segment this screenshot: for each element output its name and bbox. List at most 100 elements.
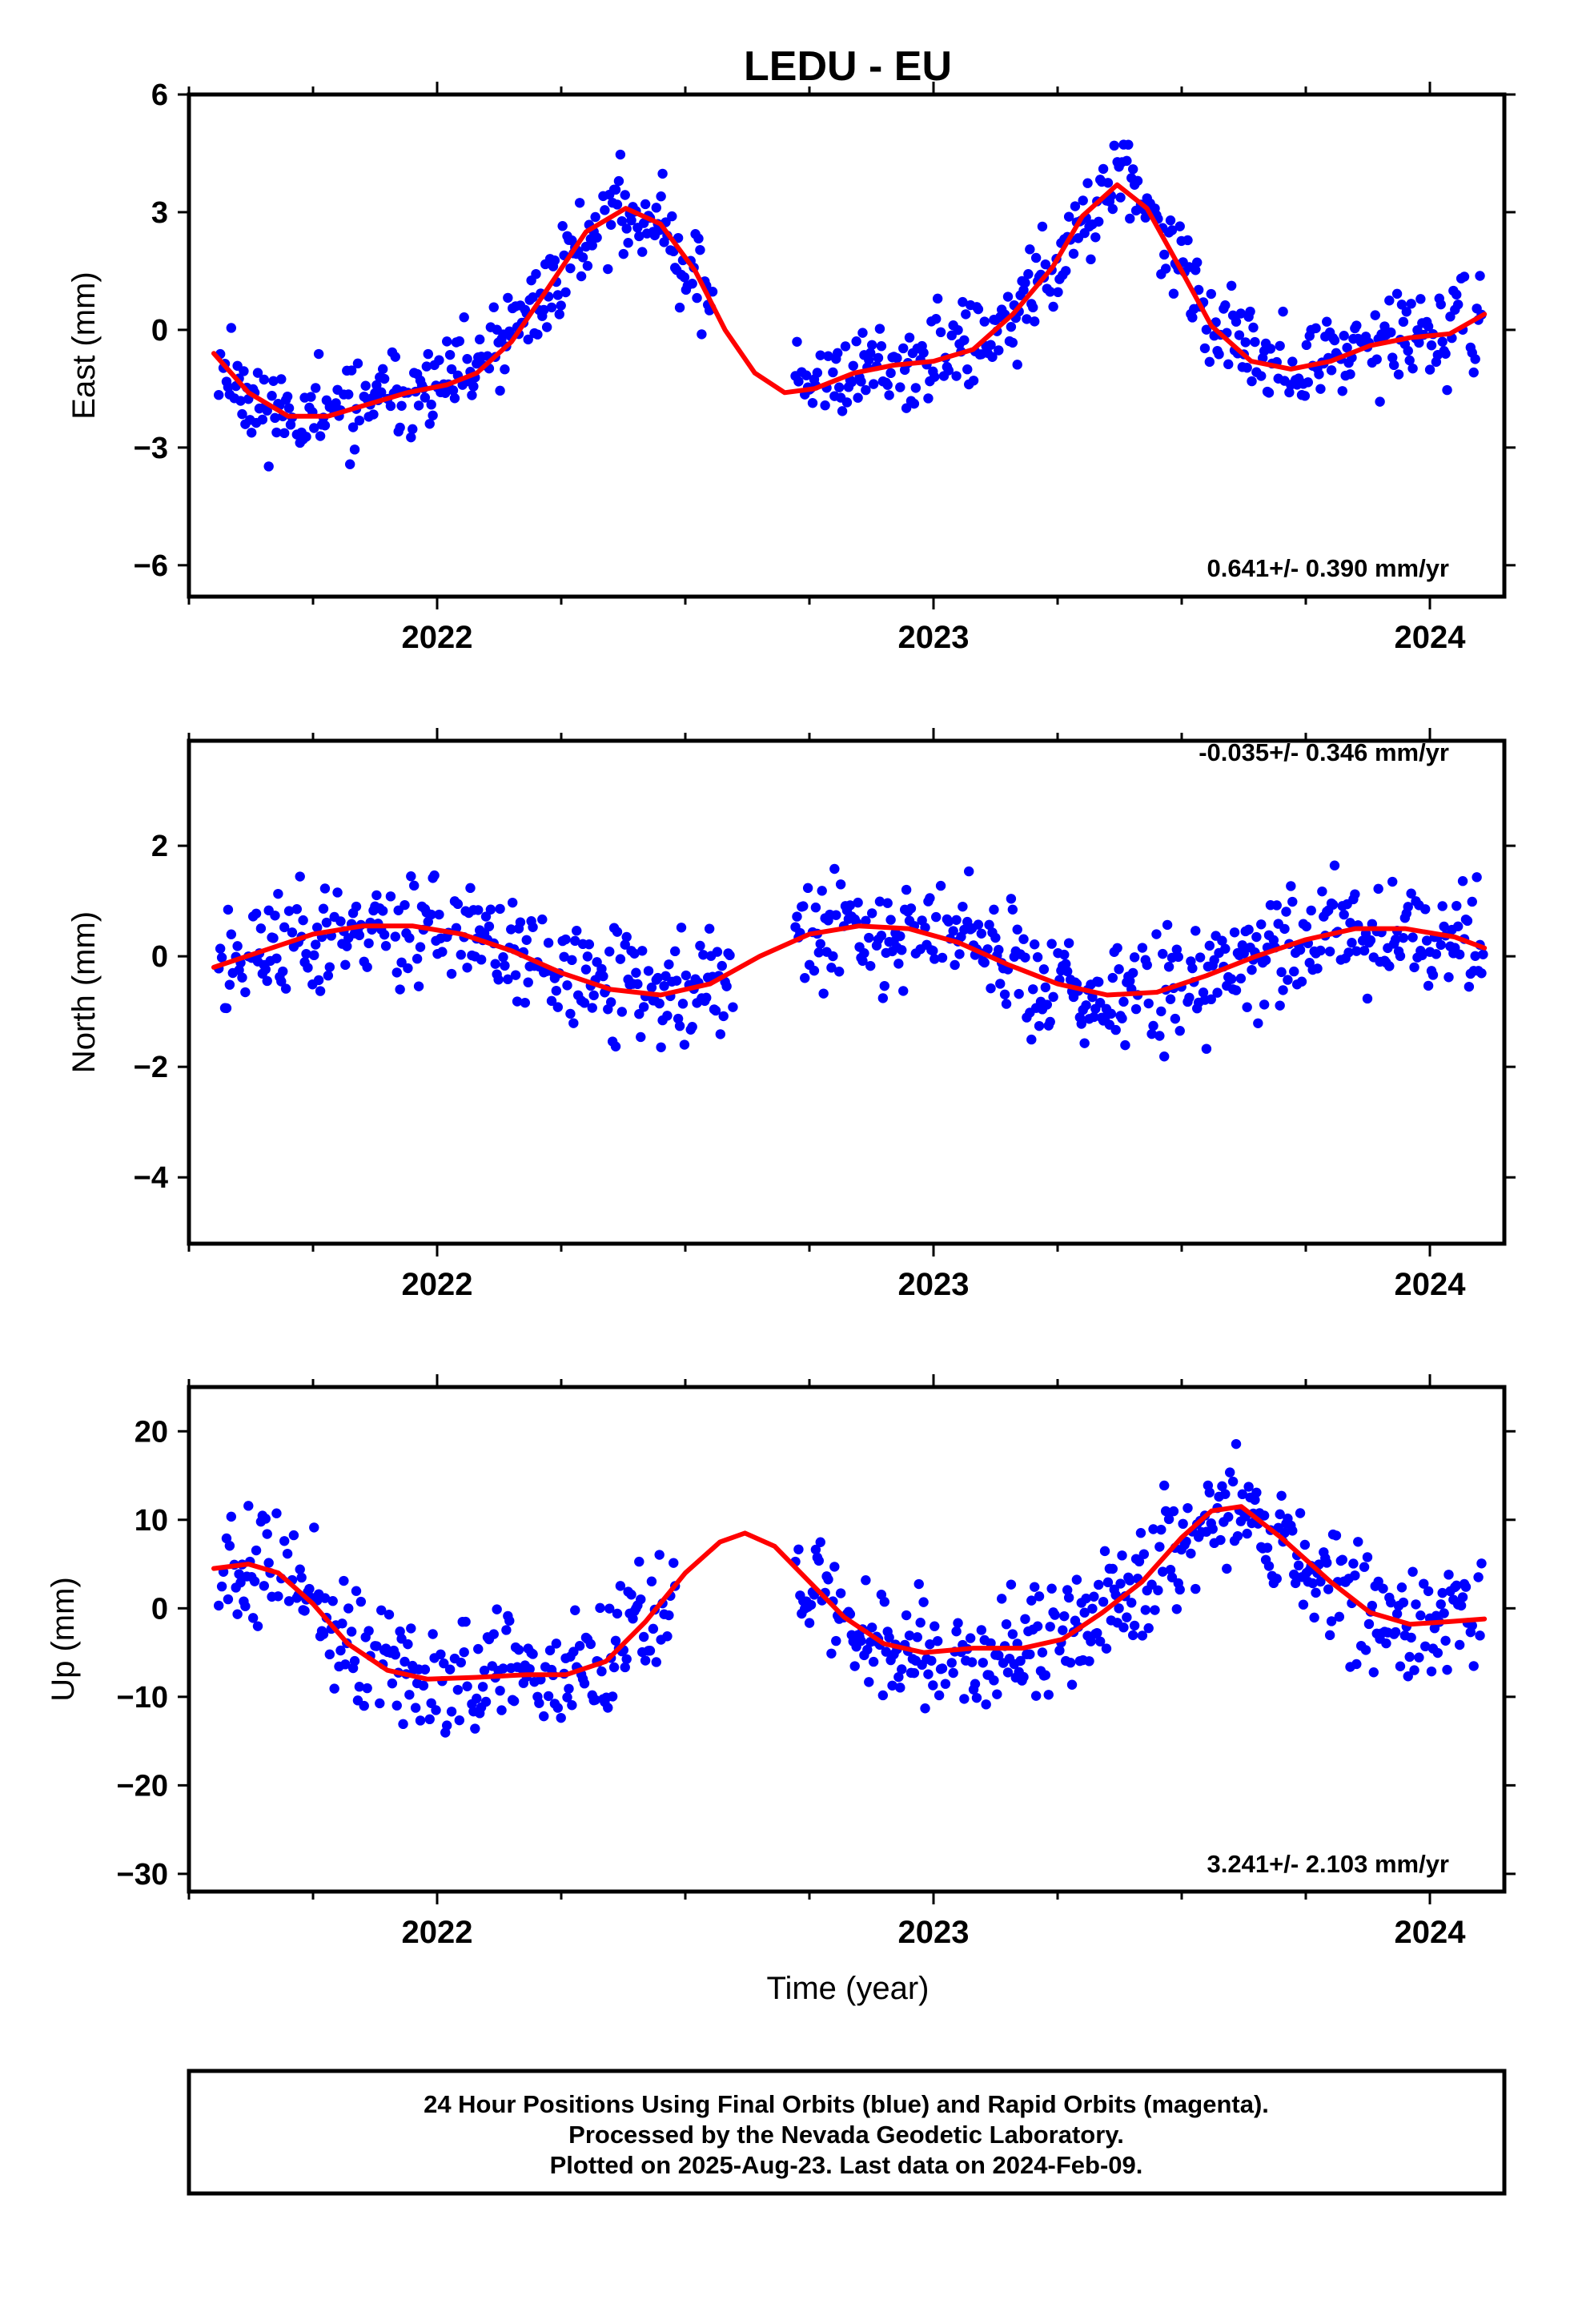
data-point xyxy=(251,908,262,919)
data-point xyxy=(1174,221,1185,231)
data-point xyxy=(1212,987,1223,998)
data-point xyxy=(1163,962,1174,972)
up-panel: −30 −20 −10 0 10 20 2022 2023 2024 Up (mm) 3.241+/… xyxy=(46,1374,1516,1950)
data-point xyxy=(1262,1542,1273,1553)
data-point xyxy=(968,376,979,386)
data-point xyxy=(887,1680,897,1691)
data-point xyxy=(1420,1641,1431,1652)
data-point xyxy=(925,1639,935,1650)
data-point xyxy=(792,911,802,922)
data-point xyxy=(1032,1621,1043,1631)
data-point xyxy=(640,1655,651,1666)
data-point xyxy=(324,962,335,972)
data-point xyxy=(488,1629,499,1639)
data-point xyxy=(1206,994,1216,1005)
data-point xyxy=(958,901,968,912)
data-point xyxy=(1299,391,1311,401)
data-point xyxy=(823,1574,833,1585)
data-point xyxy=(1029,939,1040,950)
data-point xyxy=(1296,976,1307,987)
data-point xyxy=(1268,935,1279,946)
data-point xyxy=(861,915,871,927)
data-point xyxy=(1442,1664,1452,1675)
data-point xyxy=(560,287,571,298)
data-point xyxy=(1437,1587,1447,1598)
data-point xyxy=(1298,1599,1309,1610)
data-point xyxy=(1029,1582,1040,1592)
data-point xyxy=(948,1667,958,1679)
data-point xyxy=(1237,1489,1248,1500)
data-point xyxy=(621,223,632,234)
north-panel: −4 −2 0 2 2022 2023 2024 North (mm) -0.035+/- 0.… xyxy=(66,728,1516,1302)
data-point xyxy=(792,336,802,347)
data-point xyxy=(1386,1597,1396,1608)
data-point xyxy=(904,1630,915,1641)
data-point xyxy=(879,980,889,991)
data-point xyxy=(1107,203,1118,215)
data-point xyxy=(424,419,435,429)
data-point xyxy=(962,364,973,375)
data-point xyxy=(1086,1636,1096,1647)
data-point xyxy=(1143,1622,1154,1634)
data-point xyxy=(1470,354,1480,364)
data-point xyxy=(574,198,585,208)
data-point xyxy=(681,970,692,981)
data-point xyxy=(420,392,431,403)
data-point xyxy=(1243,1482,1254,1492)
data-point xyxy=(659,981,669,991)
data-point xyxy=(288,1530,299,1541)
data-point xyxy=(1275,340,1285,352)
data-point xyxy=(1102,1577,1114,1588)
data-point xyxy=(1390,935,1401,945)
data-point xyxy=(1106,1008,1117,1019)
data-point xyxy=(905,903,917,914)
data-point xyxy=(1283,975,1293,985)
data-point xyxy=(646,1576,657,1586)
data-point xyxy=(800,973,810,983)
data-point xyxy=(932,293,943,304)
data-point xyxy=(846,376,857,388)
data-point xyxy=(1071,1574,1082,1585)
data-point xyxy=(1322,1558,1332,1568)
data-point xyxy=(1311,323,1321,334)
data-point xyxy=(1040,1670,1051,1680)
data-point xyxy=(1373,883,1383,895)
data-point xyxy=(610,1041,621,1051)
data-point xyxy=(1395,951,1406,962)
data-point xyxy=(1037,221,1048,232)
data-point xyxy=(371,890,382,901)
data-point xyxy=(687,1022,697,1032)
data-point xyxy=(383,1609,395,1620)
data-point xyxy=(923,1669,934,1679)
x-tick-label: 2022 xyxy=(402,1267,473,1302)
data-point xyxy=(1322,316,1332,327)
data-point xyxy=(1148,1020,1158,1031)
data-point xyxy=(359,1700,369,1711)
data-point xyxy=(551,1638,562,1649)
data-point xyxy=(329,1683,339,1694)
data-point xyxy=(1122,1612,1132,1622)
data-point xyxy=(1140,1605,1150,1615)
data-point xyxy=(476,955,487,965)
data-point xyxy=(1476,968,1487,979)
data-point xyxy=(815,939,825,949)
data-point xyxy=(452,899,464,910)
data-point xyxy=(1391,288,1403,300)
data-point xyxy=(354,1682,365,1692)
data-point xyxy=(1078,195,1088,206)
data-point xyxy=(1239,948,1249,959)
data-point xyxy=(379,373,390,384)
data-point xyxy=(544,1645,556,1656)
data-point xyxy=(1099,1546,1110,1557)
data-point xyxy=(937,1663,948,1674)
data-point xyxy=(562,1692,572,1703)
data-point xyxy=(636,1031,646,1043)
data-point xyxy=(1278,306,1288,317)
data-point xyxy=(556,1712,566,1723)
data-point xyxy=(693,233,704,244)
x-tick-label: 2023 xyxy=(898,1915,970,1950)
data-point xyxy=(657,168,668,179)
data-point xyxy=(1107,972,1118,983)
data-point xyxy=(818,988,829,999)
data-point xyxy=(1151,929,1162,939)
